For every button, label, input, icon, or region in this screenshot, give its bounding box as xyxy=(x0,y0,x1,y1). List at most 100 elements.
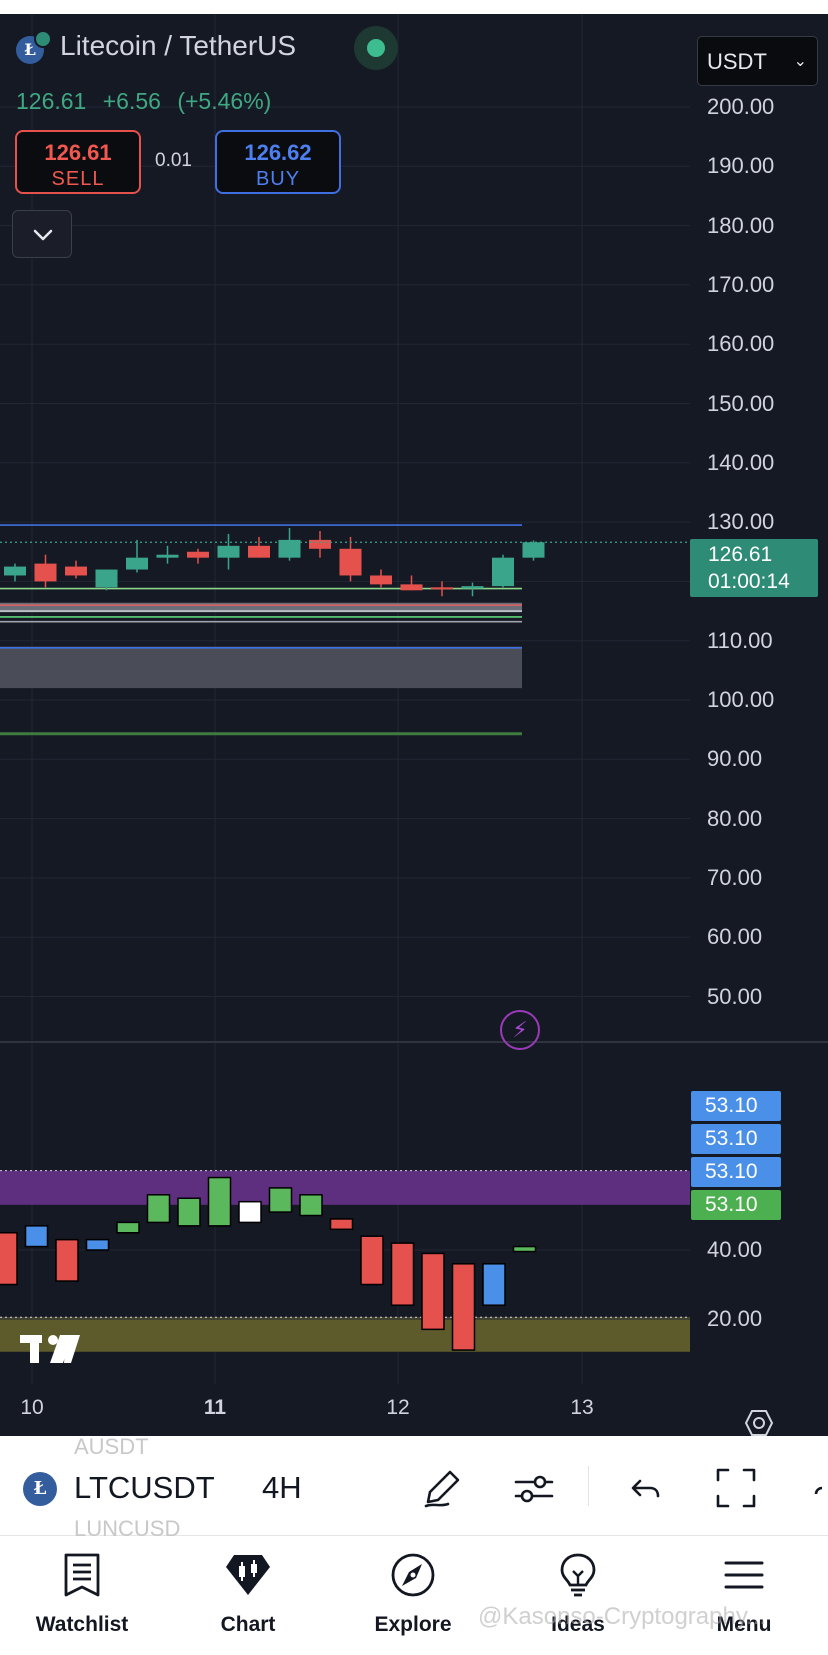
nav-ideas[interactable]: Ideas xyxy=(508,1537,648,1655)
chevron-down-icon: ⌄ xyxy=(793,53,807,70)
watermark: @Kasonso-Cryptography... xyxy=(478,1603,767,1630)
fullscreen-icon[interactable] xyxy=(714,1466,758,1510)
indicator-axis-label: 40.00 xyxy=(707,1237,763,1262)
buy-label: BUY xyxy=(255,168,301,190)
indicator-bar xyxy=(238,1200,262,1224)
ghost-symbol-above: AUSDT xyxy=(74,1434,149,1459)
nav-watchlist[interactable]: Watchlist xyxy=(12,1537,152,1655)
indicator-value-tag: 53.10 xyxy=(691,1091,781,1121)
hamburger-menu-icon xyxy=(724,1561,764,1589)
litecoin-icon: Ł xyxy=(23,1472,57,1506)
price-axis-label: 70.00 xyxy=(707,864,763,890)
pen-icon[interactable] xyxy=(420,1466,464,1510)
candle-body xyxy=(461,586,484,589)
indicator-bar xyxy=(482,1263,506,1306)
chart-icon xyxy=(226,1555,270,1595)
candle-body xyxy=(309,539,331,549)
price-change: +6.56 xyxy=(102,88,161,114)
nav-explore-label: Explore xyxy=(374,1613,452,1636)
tradingview-logo xyxy=(20,1335,80,1363)
candle-body xyxy=(126,557,148,570)
price-axis-label: 170.00 xyxy=(707,271,775,297)
price-axis-label: 140.00 xyxy=(707,449,775,475)
candle-body xyxy=(339,548,362,576)
price-axis-label: 130.00 xyxy=(707,509,775,535)
candle-body xyxy=(278,539,301,558)
price-zone-box xyxy=(0,646,522,689)
price-zone-box xyxy=(0,602,522,613)
nav-watchlist-label: Watchlist xyxy=(35,1613,129,1636)
nav-chart[interactable]: Chart xyxy=(178,1537,318,1655)
buy-button[interactable]: 126.62 BUY xyxy=(215,130,341,194)
nav-explore[interactable]: Explore xyxy=(343,1537,483,1655)
candle-body xyxy=(4,566,26,576)
sell-label: SELL xyxy=(51,168,105,190)
price-axis-label: 150.00 xyxy=(707,390,775,416)
indicator-bar xyxy=(451,1263,476,1351)
chart-area[interactable]: Ł Litecoin / TetherUS 126.61 +6.56 (+5.4… xyxy=(0,14,828,1436)
chart-toolbar: AUSDT Ł LTCUSDT 4H LUNCUSD xyxy=(0,1434,828,1541)
symbol-selector[interactable]: LTCUSDT xyxy=(74,1470,215,1505)
chart-settings-icon[interactable] xyxy=(744,1408,774,1436)
nav-menu[interactable]: Menu xyxy=(674,1537,814,1655)
indicator-bar xyxy=(177,1197,201,1227)
candle-body xyxy=(431,587,453,590)
price-summary: 126.61 +6.56 (+5.46%) xyxy=(16,88,281,115)
indicator-bar xyxy=(268,1187,293,1213)
lightbulb-icon xyxy=(560,1553,596,1597)
candle-body xyxy=(156,554,179,558)
indicator-bar xyxy=(512,1245,537,1253)
indicator-bar xyxy=(0,1232,18,1286)
last-price-tag-price: 126.61 xyxy=(708,543,773,566)
currency-select[interactable]: USDT ⌄ xyxy=(697,36,818,86)
interval-selector[interactable]: 4H xyxy=(262,1470,302,1505)
currency-value: USDT xyxy=(707,49,767,74)
candle-body xyxy=(522,542,545,558)
nav-ideas-label: Ideas xyxy=(551,1613,605,1636)
price-axis-label: 50.00 xyxy=(707,983,763,1009)
last-price: 126.61 xyxy=(16,88,87,114)
indicators-icon[interactable] xyxy=(512,1466,556,1510)
chart-canvas[interactable] xyxy=(0,14,828,1436)
date-axis-label: 10 xyxy=(20,1396,44,1419)
price-axis-label: 200.00 xyxy=(707,94,775,119)
indicator-bar xyxy=(360,1235,384,1286)
indicator-bar xyxy=(55,1238,79,1282)
market-open-indicator xyxy=(354,26,398,70)
lightning-icon[interactable]: ⚡︎ xyxy=(500,1010,540,1050)
ghost-symbol-below: LUNCUSD xyxy=(74,1516,181,1541)
price-axis-label: 90.00 xyxy=(707,746,763,772)
price-axis-label: 160.00 xyxy=(707,331,775,357)
price-axis-label: 60.00 xyxy=(707,924,763,950)
indicator-zone xyxy=(0,1317,690,1352)
candle-body xyxy=(400,584,423,591)
indicator-value-tag: 53.10 xyxy=(691,1157,781,1187)
indicator-bar xyxy=(116,1221,140,1234)
last-price-tag: 126.61 01:00:14 xyxy=(690,539,818,597)
collapse-legend-button[interactable] xyxy=(12,210,72,258)
sell-button[interactable]: 126.61 SELL xyxy=(15,130,141,194)
indicator-bar xyxy=(146,1194,171,1224)
price-axis-label: 80.00 xyxy=(707,805,763,831)
nav-menu-label: Menu xyxy=(716,1613,772,1636)
price-axis-label: 100.00 xyxy=(707,687,775,712)
indicator-axis-label: 20.00 xyxy=(707,1306,763,1331)
indicator-value-tag: 53.10 xyxy=(691,1124,781,1154)
watchlist-icon xyxy=(64,1553,100,1597)
status-strip xyxy=(0,0,828,14)
bottom-navigation: Watchlist Chart Explore xyxy=(0,1537,828,1655)
indicator-bar xyxy=(299,1194,323,1217)
undo-icon[interactable] xyxy=(622,1466,666,1510)
price-axis-label: 190.00 xyxy=(707,153,775,179)
spread-value: 0.01 xyxy=(155,150,192,171)
indicator-bar xyxy=(421,1252,445,1331)
pair-title[interactable]: Litecoin / TetherUS xyxy=(60,30,297,61)
buy-price: 126.62 xyxy=(244,140,312,165)
price-axis-label: 110.00 xyxy=(707,627,773,653)
indicator-zone xyxy=(0,1170,690,1205)
price-axis-label: 180.00 xyxy=(707,212,775,238)
more-toolbar-icon[interactable] xyxy=(808,1466,828,1510)
candle-body xyxy=(248,545,270,558)
indicator-bar xyxy=(207,1176,232,1227)
